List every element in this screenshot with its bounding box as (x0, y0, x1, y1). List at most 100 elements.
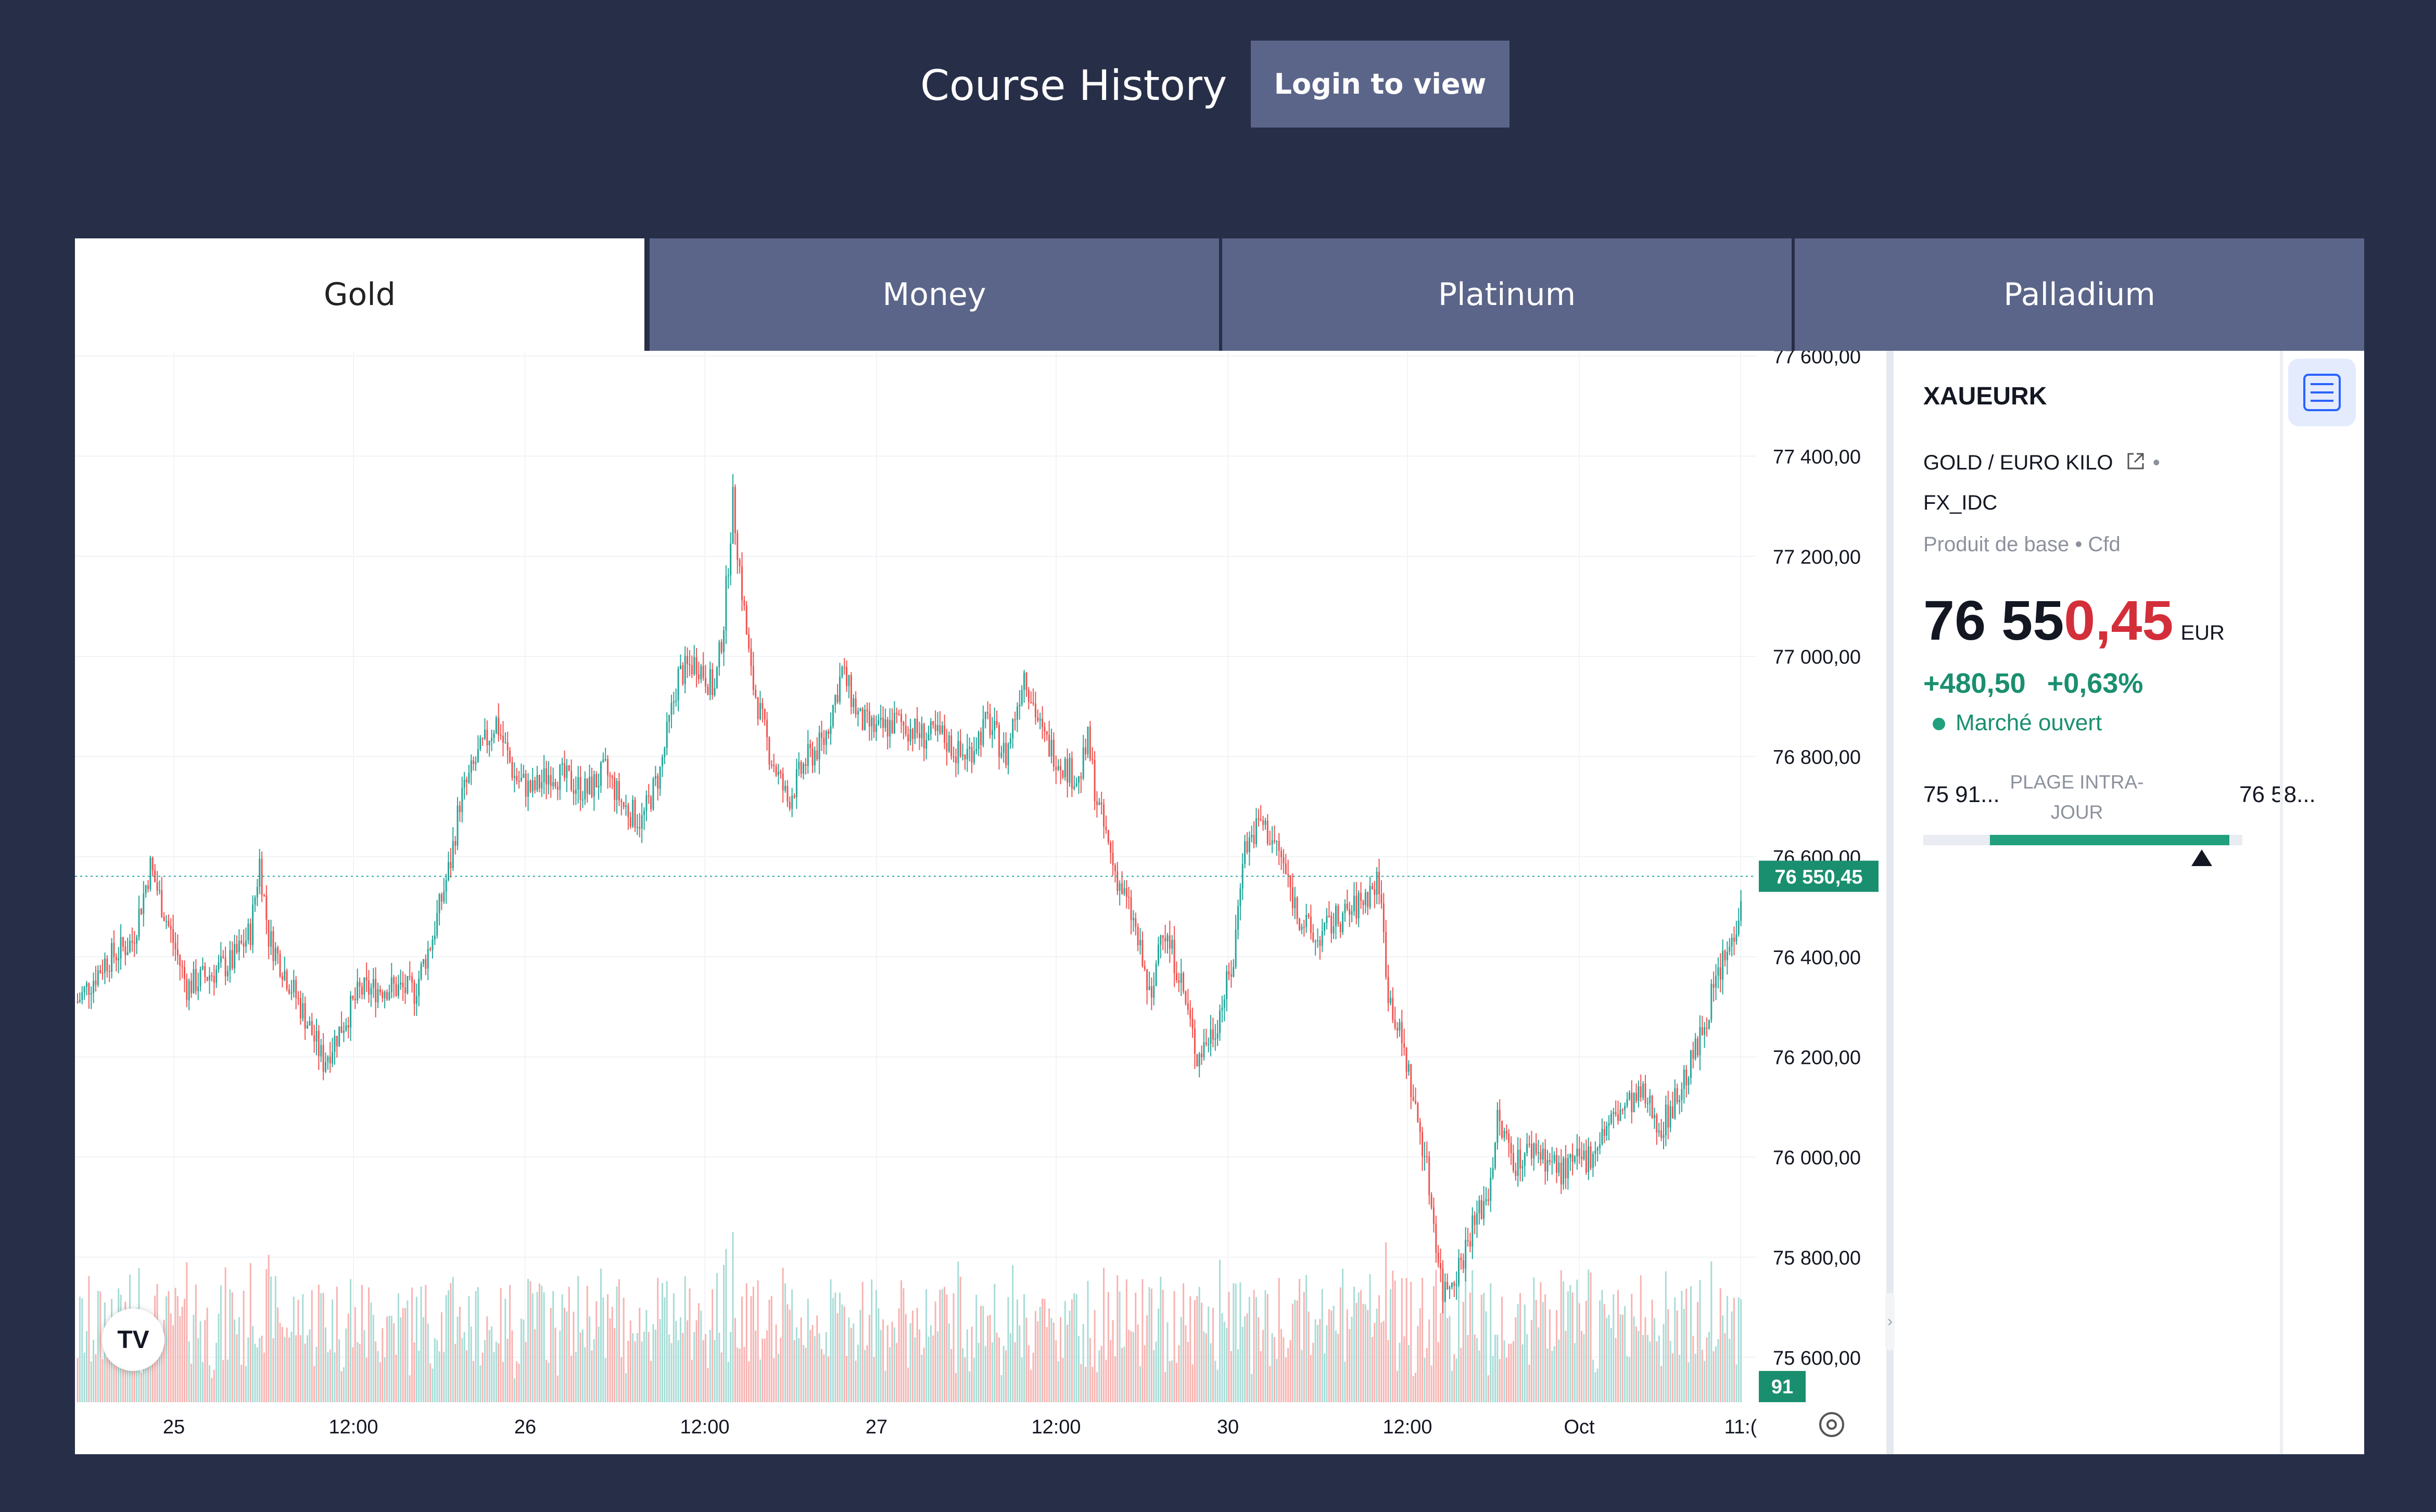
candle-body (625, 805, 627, 807)
candle-body (527, 780, 529, 797)
candle-body (718, 642, 720, 667)
volume-bar (641, 1341, 643, 1402)
volume-bar (798, 1338, 800, 1402)
volume-bar (368, 1287, 370, 1402)
market-status-text: Marché ouvert (1956, 710, 2102, 735)
candle-body (1294, 897, 1296, 908)
candle-body (350, 995, 352, 1028)
tab-gold[interactable]: Gold (75, 238, 644, 351)
volume-bar (481, 1352, 484, 1402)
candle-body (133, 943, 135, 944)
candle-body (928, 734, 930, 741)
volume-bar (529, 1281, 531, 1402)
candle-body (1432, 1207, 1435, 1224)
volume-bar (1594, 1372, 1596, 1402)
volume-bar (1658, 1335, 1660, 1402)
volume-bar (1646, 1335, 1648, 1402)
candle-body (1688, 1078, 1690, 1086)
volume-bar (404, 1308, 407, 1402)
candle-body (1273, 840, 1275, 842)
volume-bar (1303, 1292, 1305, 1402)
candle-body (1451, 1282, 1453, 1288)
volume-bar (800, 1317, 802, 1402)
watchlist-button[interactable] (2288, 359, 2356, 426)
volume-bar (1283, 1337, 1285, 1402)
candle-body (1469, 1241, 1471, 1247)
candle-body (234, 944, 236, 969)
volume-bar (1180, 1317, 1182, 1402)
volume-bar (1726, 1296, 1728, 1402)
volume-bar (1631, 1293, 1633, 1402)
tab-platinum[interactable]: Platinum (1222, 238, 1792, 351)
candle-body (934, 725, 936, 731)
volume-bar (1496, 1335, 1499, 1402)
tab-money[interactable]: Money (650, 238, 1219, 351)
volume-bar (864, 1350, 866, 1402)
candle-body (743, 600, 745, 606)
tradingview-logo-icon[interactable]: TV (102, 1308, 164, 1371)
candle-body (77, 1001, 79, 1003)
volume-bar (593, 1339, 595, 1402)
candle-body (1467, 1240, 1469, 1241)
volume-bar (434, 1338, 436, 1402)
candle-body (709, 669, 711, 695)
candle-body (1077, 776, 1080, 783)
login-button[interactable]: Login to view (1251, 41, 1509, 128)
volume-bar (1164, 1372, 1166, 1402)
panel-divider[interactable] (1886, 351, 1894, 1454)
volume-bar (1385, 1242, 1387, 1402)
candle-body (1253, 835, 1255, 844)
volume-bar (211, 1378, 213, 1402)
candle-body (944, 726, 946, 743)
volume-bar (201, 1362, 204, 1402)
tab-palladium[interactable]: Palladium (1795, 238, 2364, 351)
candle-body (108, 971, 110, 972)
candle-body (429, 948, 432, 950)
candle-body (1075, 783, 1077, 786)
candle-body (195, 969, 197, 992)
price-chart[interactable]: 77 600,00 77 400,00 77 200,00 77 000,00 76 8… (75, 346, 1879, 1454)
candle-body (222, 956, 224, 958)
candle-body (561, 763, 563, 765)
candle-body (1164, 938, 1166, 942)
volume-bar (1344, 1362, 1346, 1402)
collapse-handle-icon[interactable]: › (1885, 1293, 1895, 1350)
candle-body (762, 703, 764, 709)
volume-bar (1317, 1325, 1319, 1402)
volume-bar (1032, 1352, 1034, 1402)
candle-body (903, 722, 905, 726)
volume-bar (176, 1296, 179, 1402)
candle-body (1287, 874, 1289, 875)
volume-bar (839, 1292, 841, 1402)
volume-bar (259, 1338, 261, 1402)
volume-bar (438, 1351, 440, 1402)
volume-bar (168, 1291, 170, 1402)
candle-body (1226, 971, 1228, 999)
volume-bar (1175, 1363, 1177, 1402)
volume-bar (1014, 1342, 1016, 1402)
volume-bar (1100, 1345, 1102, 1402)
external-link-icon[interactable] (2124, 450, 2147, 473)
volume-bar (1205, 1333, 1207, 1402)
volume-bar (818, 1333, 820, 1402)
candle-body (611, 776, 613, 778)
candle-body (1533, 1143, 1535, 1159)
candle-body (782, 773, 784, 791)
volume-bar (1681, 1291, 1683, 1402)
candle-body (466, 779, 468, 783)
gear-icon[interactable] (1813, 1406, 1850, 1443)
candle-body (836, 695, 839, 702)
candle-body (705, 678, 707, 687)
volume-bar (409, 1375, 411, 1402)
volume-bar (520, 1318, 522, 1402)
volume-bar (950, 1349, 953, 1402)
candle-body (1135, 918, 1137, 927)
volume-bar (702, 1340, 704, 1402)
volume-bar (393, 1323, 395, 1402)
volume-bar (1166, 1322, 1169, 1402)
volume-bar (1474, 1335, 1476, 1402)
candle-body (318, 1031, 320, 1057)
volume-bar (340, 1371, 342, 1402)
volume-bar (759, 1359, 761, 1402)
